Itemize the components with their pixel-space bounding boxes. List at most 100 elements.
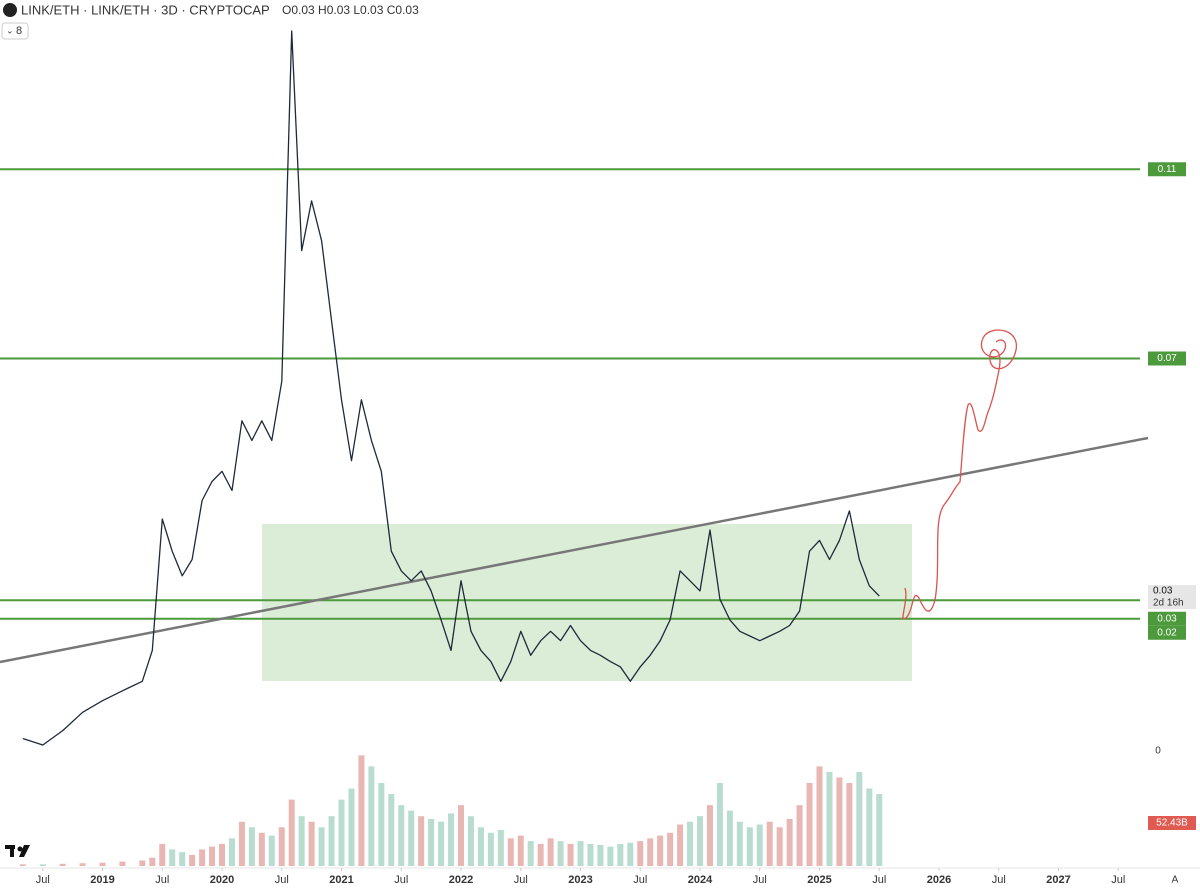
volume-bar — [228, 838, 235, 866]
x-tick-label: 2022 — [449, 874, 473, 886]
volume-bar — [876, 794, 883, 866]
volume-bar — [647, 838, 654, 866]
volume-bar — [826, 771, 833, 866]
volume-label-box — [1148, 816, 1196, 830]
volume-bar — [736, 821, 743, 866]
volume-bar — [806, 783, 813, 866]
volume-bar — [756, 824, 763, 866]
volume-bar — [398, 805, 405, 866]
level-label: 0.03 — [1157, 613, 1177, 624]
volume-bar — [866, 788, 873, 866]
price-line — [22, 30, 880, 746]
volume-bar — [79, 863, 86, 866]
volume-bar — [547, 838, 554, 866]
volume-bar — [856, 771, 863, 866]
volume-bar — [318, 827, 325, 866]
current-price-label: 0.03 — [1153, 586, 1173, 597]
x-tick-label: 2027 — [1046, 874, 1070, 886]
volume-bar — [577, 841, 584, 866]
volume-bar — [677, 824, 684, 866]
price-label: 0.02 — [1157, 627, 1177, 638]
volume-bar — [248, 827, 255, 866]
volume-bar — [796, 805, 803, 866]
volume-bar — [477, 827, 484, 866]
level-label-box — [1148, 611, 1186, 626]
volume-bar — [746, 827, 753, 866]
volume-bar — [308, 821, 315, 866]
volume-bar — [627, 842, 634, 866]
volume-bar — [706, 805, 713, 866]
volume-bar — [298, 816, 305, 866]
level-label-box — [1148, 351, 1186, 366]
volume-bar — [348, 788, 355, 866]
volume-bar — [846, 783, 853, 866]
volume-bar — [388, 794, 395, 866]
volume-bar — [617, 843, 624, 866]
volume-bar — [816, 766, 823, 866]
volume-bar — [527, 841, 534, 866]
hand-drawn-arrow — [902, 329, 1017, 620]
current-price-box — [1148, 585, 1196, 610]
volume-bar — [776, 827, 783, 866]
volume-bar — [667, 832, 674, 866]
volume-bar — [657, 835, 664, 866]
volume-bar — [507, 838, 514, 866]
volume-bar — [597, 844, 604, 866]
volume-bar — [268, 835, 275, 866]
volume-bar — [169, 849, 176, 866]
price-label-box — [1148, 625, 1186, 640]
volume-bar — [219, 843, 225, 866]
x-tick-label: Jul — [36, 874, 50, 886]
volume-bar — [836, 777, 843, 866]
volume-bar — [428, 818, 435, 866]
level-label: 0.11 — [1158, 164, 1177, 175]
volume-bar — [726, 810, 733, 866]
trendline — [0, 436, 1149, 664]
volume-bar — [149, 857, 156, 866]
x-tick-label: Jul — [275, 874, 289, 886]
volume-bar — [408, 810, 415, 866]
interval-value: 8 — [16, 25, 22, 37]
x-tick-label: Jul — [753, 874, 767, 886]
volume-bar — [607, 846, 614, 866]
volume-bar — [467, 816, 474, 866]
symbol-title: LINK/ETH · LINK/ETH · 3D · CRYPTOCAP — [21, 2, 270, 17]
x-tick-label: 2021 — [329, 874, 353, 886]
level-label-box — [1148, 162, 1186, 177]
volume-bar — [19, 864, 26, 866]
volume-bar — [328, 816, 335, 866]
volume-bar — [487, 832, 494, 866]
volume-axis-label: 0 — [1155, 746, 1161, 757]
x-tick-label: Jul — [872, 874, 886, 886]
symbol-icon — [3, 3, 17, 17]
volume-bar — [517, 835, 524, 866]
level-label: 0.07 — [1157, 353, 1177, 364]
ohlc: O0.03 H0.03 L0.03 C0.03 — [282, 3, 419, 17]
volume-bar — [716, 783, 723, 866]
volume-bar — [697, 816, 703, 866]
volume-bar — [557, 841, 564, 866]
volume-bar — [338, 799, 345, 866]
volume-bar — [418, 816, 425, 866]
x-tick-label: 2026 — [927, 874, 951, 886]
scale-mode[interactable]: A — [1172, 875, 1179, 886]
x-tick-label: Jul — [1111, 874, 1125, 886]
x-tick-label: 2025 — [807, 874, 831, 886]
volume-bar — [159, 843, 166, 866]
interval-button[interactable] — [1, 22, 29, 40]
volume-bar — [497, 830, 504, 866]
volume-layer — [19, 755, 883, 866]
x-tick-label: Jul — [992, 874, 1006, 886]
countdown: 2d 16h — [1153, 598, 1184, 609]
volume-bar — [368, 766, 375, 866]
range-box — [262, 524, 912, 681]
volume-bar — [448, 813, 455, 866]
chevron: ⌄ — [6, 25, 14, 35]
volume-bar — [238, 821, 245, 866]
volume-bar — [537, 843, 544, 866]
volume-bar — [189, 854, 196, 866]
volume-bar — [59, 863, 66, 866]
x-tick-label: 2023 — [568, 874, 592, 886]
volume-bar — [637, 841, 644, 866]
